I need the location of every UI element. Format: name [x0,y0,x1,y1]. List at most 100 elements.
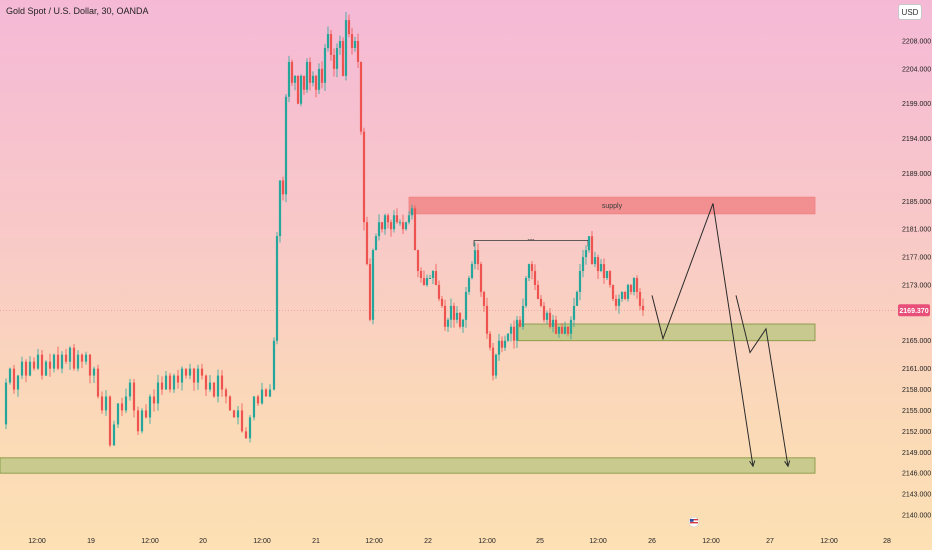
y-tick-label: 2194.000 [902,136,931,143]
candle-body [224,389,228,397]
candle-body [326,34,330,48]
candle-body [60,354,64,369]
projection-path [651,203,754,467]
candle-body [164,375,168,390]
candle-body [156,382,160,404]
chart-title: Gold Spot / U.S. Dollar, 30, OANDA [6,6,149,16]
candle-body [590,236,594,265]
candle-body [578,271,582,292]
candle-body [350,34,354,48]
candle-body [599,264,603,272]
candle-body [344,20,348,76]
candle-body [401,222,405,230]
y-tick-label: 2199.000 [902,101,931,108]
candle-body [518,319,522,327]
candle-body [296,75,300,104]
candle-body [196,368,200,383]
candle-body [476,250,480,265]
candle-body [362,131,366,223]
candle-body [256,396,260,404]
candle-body [248,417,252,439]
candle-body [200,368,204,376]
candle-body [563,326,567,334]
candle-body [112,424,116,446]
candle-body [136,410,140,432]
y-tick-label: 2152.000 [902,429,931,436]
candle-body [365,222,369,265]
y-tick-label: 2204.000 [902,66,931,73]
candle-body [581,257,585,272]
candle-body [587,236,591,251]
x-tick-label: 19 [87,538,95,545]
candle-body [368,264,372,320]
candle-body [473,250,477,265]
candle-body [584,250,588,258]
candle-body [437,284,441,299]
x-tick-label: 20 [199,538,207,545]
candle-body [160,382,164,390]
candle-body [542,305,546,320]
y-tick-label: 2140.000 [902,513,931,520]
candle-body [120,403,124,411]
candle-body [497,340,501,355]
candle-body [392,215,396,230]
y-tick-label: 2155.000 [902,408,931,415]
candle-body [8,368,12,383]
candle-body [539,298,543,306]
y-tick-label: 2143.000 [902,492,931,499]
candle-body [329,34,333,55]
candle-body [293,75,297,83]
y-tick-label: 2185.000 [902,199,931,206]
projection-arrow-head [784,460,791,468]
candle-body [72,347,76,369]
candle-body [104,396,108,411]
candle-body [374,236,378,251]
candle-body [52,354,56,369]
y-tick-label: 2146.000 [902,471,931,478]
candle-body [509,326,513,334]
candle-body [440,298,444,306]
candle-body [389,222,393,230]
candle-body [548,312,552,327]
candle-body [64,354,68,362]
x-tick-label: 27 [766,538,774,545]
x-tick-label: 21 [312,538,320,545]
x-tick-label: 25 [536,538,544,545]
candle-body [614,298,618,306]
candle-body [284,96,288,195]
candle-body [452,305,456,320]
candle-body [608,271,612,285]
candle-body [479,264,483,292]
us-flag-canton [690,519,694,522]
y-tick-label: 2173.000 [902,282,931,289]
candle-body [208,382,212,390]
candle-body [602,264,606,278]
candle-body [461,319,465,327]
candle-body [419,271,423,278]
x-tick-label: 12:00 [253,538,271,545]
candle-body [184,368,188,376]
candle-body [148,396,152,418]
candle-body [554,319,558,334]
candle-body [386,215,390,223]
candle-body [485,305,489,334]
candle-body [128,382,132,397]
candle-body [323,47,327,83]
candle-body [398,222,402,224]
candle-body [410,208,414,216]
candle-body [20,361,24,376]
candle-body [605,271,609,278]
y-tick-label: 2149.000 [902,450,931,457]
candle-body [404,222,408,230]
candle-body [383,215,387,230]
candle-body [140,410,144,432]
projection-arrow-head [749,460,756,468]
candle-body [434,271,438,285]
us-flag-stripe [690,519,698,521]
candle-body [232,410,236,418]
currency-button[interactable]: USD [898,4,922,20]
candle-body [464,291,468,320]
candle-body [260,389,264,404]
